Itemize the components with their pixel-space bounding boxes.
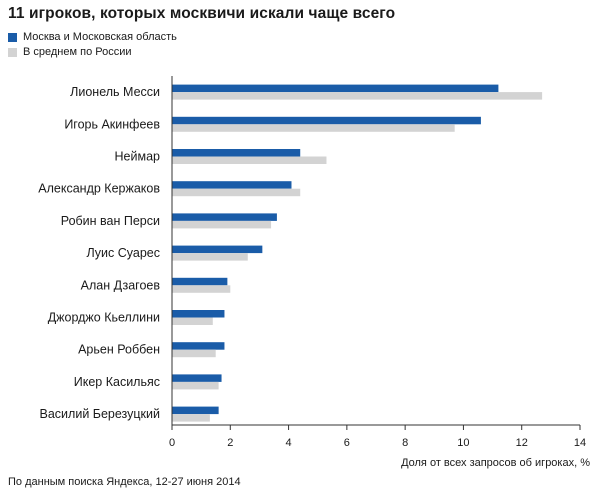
bar-moscow <box>172 116 481 125</box>
x-tick-label: 8 <box>402 437 408 449</box>
category-label: Джорджо Кьеллини <box>48 311 160 325</box>
bar-russia <box>172 220 272 229</box>
bar-moscow <box>172 181 292 189</box>
bar-russia <box>172 317 213 325</box>
bar-russia <box>172 188 301 197</box>
category-label: Луис Суарес <box>86 246 160 260</box>
bar-russia <box>172 253 248 261</box>
source-note: По данным поиска Яндекса, 12-27 июня 201… <box>8 476 241 488</box>
category-label: Арьен Роббен <box>78 343 160 357</box>
legend-swatch-russia <box>8 48 17 57</box>
x-axis-label: Доля от всех запросов об игроках, % <box>401 457 590 469</box>
bar-moscow <box>172 213 277 221</box>
category-label: Александр Кержаков <box>38 182 160 196</box>
chart-title: 11 игроков, которых москвичи искали чаще… <box>8 5 396 22</box>
x-tick-label: 10 <box>457 437 469 449</box>
bar-moscow <box>172 374 222 382</box>
category-label: Игорь Акинфеев <box>64 117 160 131</box>
category-label: Неймар <box>115 150 161 164</box>
category-label: Робин ван Перси <box>61 214 160 228</box>
legend-label-moscow: Москва и Московская область <box>23 31 177 43</box>
bar-moscow <box>172 342 225 350</box>
bar-moscow <box>172 310 225 318</box>
legend-item-russia: В среднем по России <box>8 45 177 60</box>
legend-item-moscow: Москва и Московская область <box>8 30 177 45</box>
bar-russia <box>172 414 210 422</box>
category-label: Василий Березуцкий <box>40 407 160 421</box>
bar-russia <box>172 349 216 358</box>
bar-moscow <box>172 84 499 93</box>
bar-russia <box>172 92 543 100</box>
chart-legend: Москва и Московская область В среднем по… <box>8 30 177 60</box>
bar-moscow <box>172 149 301 157</box>
bar-moscow <box>172 277 228 286</box>
x-tick-label: 12 <box>516 437 528 449</box>
bar-russia <box>172 156 327 164</box>
bar-russia <box>172 124 455 132</box>
category-label: Алан Дзагоев <box>81 278 161 292</box>
bar-moscow <box>172 406 219 415</box>
category-label: Икер Касильяс <box>74 375 160 389</box>
x-tick-label: 6 <box>344 437 350 449</box>
x-tick-label: 2 <box>227 437 233 449</box>
category-label: Лионель Месси <box>70 85 160 99</box>
bar-russia <box>172 381 219 390</box>
x-tick-label: 14 <box>574 437 586 449</box>
bar-moscow <box>172 245 263 254</box>
legend-label-russia: В среднем по России <box>23 46 132 58</box>
bar-russia <box>172 285 231 293</box>
x-tick-label: 0 <box>169 437 175 449</box>
legend-swatch-moscow <box>8 33 17 42</box>
x-tick-label: 4 <box>286 437 292 449</box>
